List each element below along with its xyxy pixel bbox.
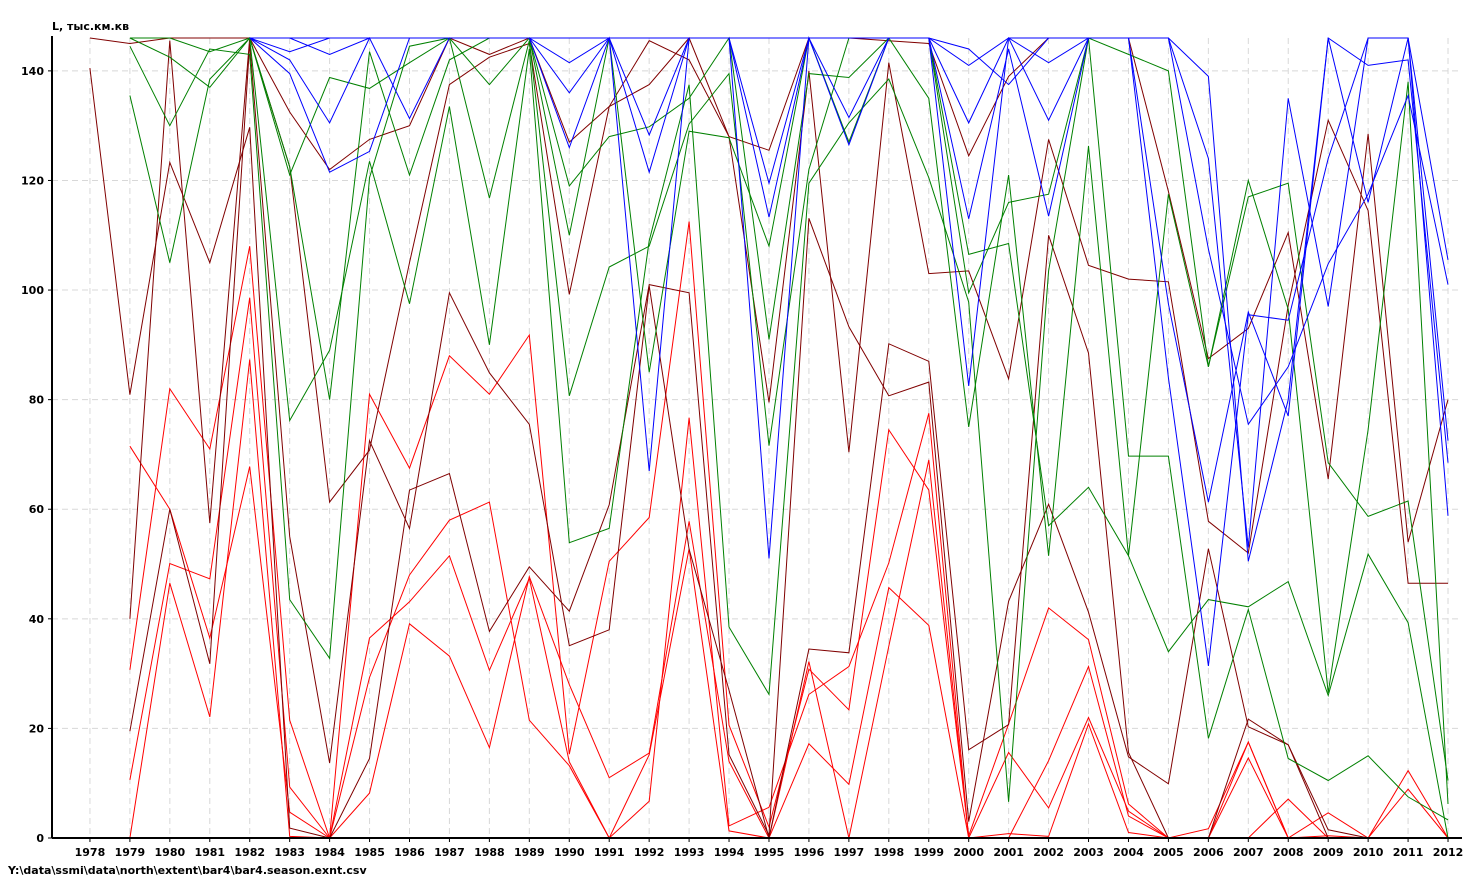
y-tick-label: 140 <box>21 65 44 78</box>
series-line-7 <box>89 37 1449 543</box>
x-tick-label: 1988 <box>474 846 505 859</box>
x-tick-label: 1980 <box>155 846 186 859</box>
x-tick-label: 2006 <box>1193 846 1224 859</box>
x-tick-label: 1996 <box>794 846 825 859</box>
series-line-12 <box>129 36 1449 805</box>
x-tick-label: 2005 <box>1153 846 1184 859</box>
x-tick-label: 1991 <box>594 846 625 859</box>
x-tick-label: 1994 <box>714 846 745 859</box>
x-tick-label: 2001 <box>993 846 1024 859</box>
x-tick-label: 2008 <box>1273 846 1304 859</box>
y-tick-label: 80 <box>29 394 45 407</box>
x-tick-label: 1984 <box>314 846 345 859</box>
x-tick-label: 1989 <box>514 846 545 859</box>
x-tick-label: 1993 <box>674 846 705 859</box>
x-tick-label: 1997 <box>834 846 865 859</box>
x-tick-label: 2000 <box>953 846 984 859</box>
y-tick-label: 100 <box>21 284 44 297</box>
y-tick-label: 120 <box>21 174 44 187</box>
series-line-4 <box>129 413 1449 839</box>
grid-lines <box>52 38 1462 838</box>
x-tick-label: 2011 <box>1393 846 1424 859</box>
series-line-6 <box>89 68 1448 839</box>
x-tick-label: 1986 <box>394 846 425 859</box>
x-tick-label: 2009 <box>1313 846 1344 859</box>
file-path-label: Y:\data\ssmi\data\north\extent\bar4\bar4… <box>8 864 367 877</box>
x-tick-label: 1995 <box>754 846 785 859</box>
x-tick-label: 1990 <box>554 846 585 859</box>
y-axis-title: L, тыс.км.кв <box>52 20 129 33</box>
x-tick-label: 1987 <box>434 846 465 859</box>
series-line-13 <box>129 36 1449 781</box>
x-tick-label: 1992 <box>634 846 665 859</box>
x-tick-label: 1998 <box>874 846 905 859</box>
y-tick-labels: 0 20 40 60 80 100 120 140 <box>21 65 44 845</box>
x-tick-label: 2010 <box>1353 846 1384 859</box>
series-line-10 <box>129 36 1449 821</box>
y-tick-label: 20 <box>29 722 45 735</box>
x-tick-label: 1979 <box>115 846 146 859</box>
series-line-11 <box>129 37 1449 839</box>
axes <box>48 36 1462 842</box>
series-lines <box>89 36 1449 840</box>
x-tick-label: 2003 <box>1073 846 1104 859</box>
x-tick-label: 1978 <box>75 846 106 859</box>
series-line-3 <box>129 359 1448 840</box>
series-line-18 <box>249 37 1449 548</box>
y-tick-label: 0 <box>36 832 44 845</box>
x-tick-label: 1985 <box>354 846 385 859</box>
y-tick-label: 60 <box>29 503 45 516</box>
y-tick-label: 40 <box>29 613 45 626</box>
x-tick-label: 2007 <box>1233 846 1264 859</box>
x-tick-labels: 1978 1979 1980 1981 1982 1983 1984 1985 1986 1987… <box>75 846 1464 859</box>
x-tick-label: 2004 <box>1113 846 1144 859</box>
series-line-8 <box>129 43 1448 839</box>
x-tick-label: 2012 <box>1433 846 1464 859</box>
series-line-9 <box>129 37 1448 619</box>
x-tick-label: 1982 <box>234 846 265 859</box>
x-tick-label: 2002 <box>1033 846 1064 859</box>
series-line-1 <box>129 297 1448 840</box>
x-tick-label: 1981 <box>194 846 225 859</box>
x-tick-label: 1983 <box>274 846 305 859</box>
x-tick-label: 1999 <box>913 846 944 859</box>
